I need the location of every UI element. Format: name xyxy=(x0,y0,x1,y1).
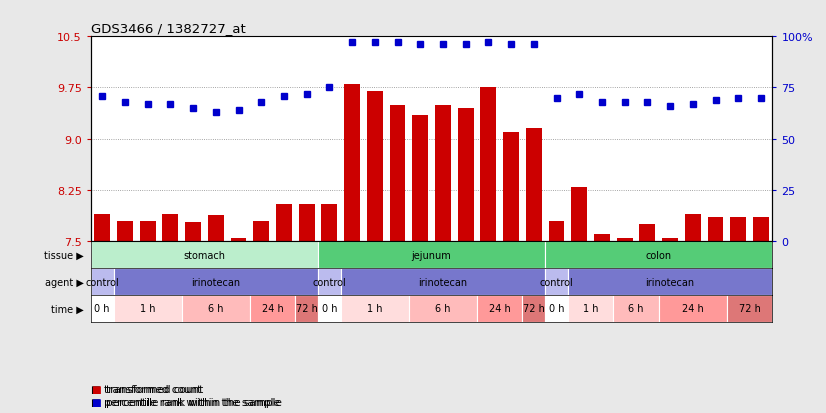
Bar xyxy=(435,105,451,242)
Text: stomach: stomach xyxy=(183,250,225,260)
Bar xyxy=(318,295,340,322)
Bar xyxy=(572,187,587,242)
Bar xyxy=(727,295,772,322)
Text: 72 h: 72 h xyxy=(296,304,317,314)
Bar xyxy=(344,85,360,242)
Text: 6 h: 6 h xyxy=(208,304,224,314)
Bar xyxy=(230,238,246,242)
Bar xyxy=(91,295,114,322)
Bar xyxy=(545,268,568,295)
Text: time ▶: time ▶ xyxy=(51,304,84,314)
Bar xyxy=(548,221,564,242)
Bar xyxy=(140,221,155,242)
Text: percentile rank within the sample: percentile rank within the sample xyxy=(106,397,282,407)
Text: 24 h: 24 h xyxy=(262,304,283,314)
Bar xyxy=(523,295,545,322)
Text: 72 h: 72 h xyxy=(523,304,544,314)
Text: 24 h: 24 h xyxy=(682,304,704,314)
Text: 1 h: 1 h xyxy=(583,304,598,314)
Bar xyxy=(409,295,477,322)
Text: 1 h: 1 h xyxy=(140,304,155,314)
Text: control: control xyxy=(312,277,346,287)
Text: 72 h: 72 h xyxy=(738,304,761,314)
Text: ■: ■ xyxy=(91,397,101,407)
Text: ■ percentile rank within the sample: ■ percentile rank within the sample xyxy=(91,397,280,407)
Bar xyxy=(114,268,318,295)
Bar xyxy=(91,242,318,268)
Bar xyxy=(477,295,522,322)
Text: ■ transformed count: ■ transformed count xyxy=(91,385,201,394)
Bar xyxy=(526,129,542,242)
Bar xyxy=(594,235,610,242)
Bar xyxy=(318,268,340,295)
Bar xyxy=(613,295,658,322)
Text: control: control xyxy=(85,277,119,287)
Text: 6 h: 6 h xyxy=(435,304,451,314)
Text: 1 h: 1 h xyxy=(367,304,382,314)
Bar xyxy=(367,92,382,242)
Bar xyxy=(117,221,133,242)
Bar xyxy=(91,268,114,295)
Bar xyxy=(318,242,545,268)
Bar xyxy=(568,268,772,295)
Text: control: control xyxy=(539,277,573,287)
Bar xyxy=(163,214,178,242)
Bar xyxy=(114,295,182,322)
Bar xyxy=(321,204,337,242)
Text: GDS3466 / 1382727_at: GDS3466 / 1382727_at xyxy=(91,21,245,35)
Bar xyxy=(617,238,633,242)
Bar xyxy=(185,223,201,242)
Bar xyxy=(545,242,772,268)
Text: 24 h: 24 h xyxy=(489,304,510,314)
Text: colon: colon xyxy=(646,250,672,260)
Text: 0 h: 0 h xyxy=(94,304,110,314)
Bar xyxy=(662,238,678,242)
Bar xyxy=(659,295,727,322)
Text: 0 h: 0 h xyxy=(321,304,337,314)
Bar xyxy=(730,218,746,242)
Text: 0 h: 0 h xyxy=(548,304,564,314)
Bar xyxy=(250,295,296,322)
Text: tissue ▶: tissue ▶ xyxy=(45,250,84,260)
Bar xyxy=(639,225,655,242)
Bar xyxy=(481,88,496,242)
Bar xyxy=(254,221,269,242)
Bar xyxy=(94,214,110,242)
Bar xyxy=(390,105,406,242)
Bar xyxy=(296,295,318,322)
Bar xyxy=(458,109,473,242)
Bar xyxy=(545,295,568,322)
Bar xyxy=(503,133,519,242)
Text: irinotecan: irinotecan xyxy=(646,277,695,287)
Bar xyxy=(412,116,428,242)
Bar xyxy=(753,218,769,242)
Text: irinotecan: irinotecan xyxy=(192,277,240,287)
Text: transformed count: transformed count xyxy=(106,385,203,394)
Bar xyxy=(208,216,224,242)
Bar xyxy=(685,214,700,242)
Text: ■: ■ xyxy=(91,385,101,394)
Bar xyxy=(276,204,292,242)
Text: 6 h: 6 h xyxy=(629,304,643,314)
Bar xyxy=(341,295,409,322)
Bar xyxy=(341,268,545,295)
Bar xyxy=(299,204,315,242)
Bar xyxy=(182,295,250,322)
Text: jejunum: jejunum xyxy=(411,250,452,260)
Bar xyxy=(708,218,724,242)
Text: agent ▶: agent ▶ xyxy=(45,277,84,287)
Text: irinotecan: irinotecan xyxy=(419,277,468,287)
Bar xyxy=(568,295,613,322)
